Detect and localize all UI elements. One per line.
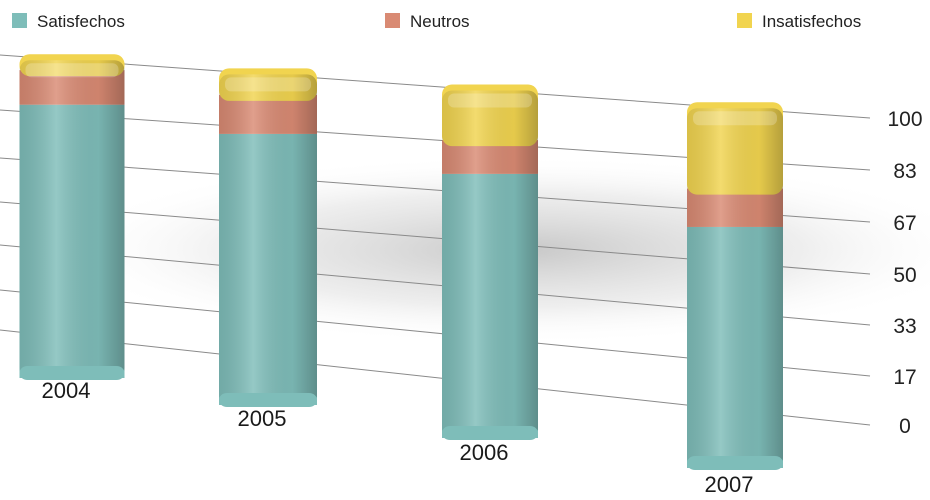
x-axis-labels: 2004 2005 2006 2007 bbox=[42, 378, 754, 497]
legend-label-satisfechos: Satisfechos bbox=[37, 12, 125, 31]
bar-cap-highlight bbox=[448, 93, 532, 108]
y-tick-label: 67 bbox=[893, 212, 916, 235]
bar-shading bbox=[219, 74, 317, 406]
y-tick-label: 33 bbox=[893, 315, 916, 338]
bar-base bbox=[219, 393, 317, 407]
legend: Satisfechos Neutros Insatisfechos bbox=[12, 12, 861, 31]
bar-base bbox=[687, 456, 783, 470]
bar-cap-highlight bbox=[25, 63, 119, 78]
bars bbox=[19, 54, 783, 470]
legend-label-insatisfechos: Insatisfechos bbox=[762, 12, 861, 31]
y-tick-label: 0 bbox=[899, 415, 911, 438]
bar-cap-highlight bbox=[693, 111, 777, 126]
y-tick-label: 50 bbox=[893, 264, 916, 287]
bar-base bbox=[19, 366, 125, 380]
legend-swatch-neutros bbox=[385, 13, 400, 28]
legend-label-neutros: Neutros bbox=[410, 12, 470, 31]
x-tick-label: 2004 bbox=[42, 378, 91, 403]
x-tick-label: 2006 bbox=[460, 440, 509, 465]
bar-shading bbox=[442, 90, 538, 438]
y-tick-label: 83 bbox=[893, 160, 916, 183]
x-tick-label: 2007 bbox=[705, 472, 754, 495]
legend-swatch-insatisfechos bbox=[737, 13, 752, 28]
bar-cap-highlight bbox=[225, 77, 311, 92]
y-axis-ticks: 100 83 67 50 33 17 0 bbox=[887, 108, 922, 438]
bar-shading bbox=[687, 108, 783, 469]
y-tick-label: 17 bbox=[893, 366, 916, 389]
bar-base bbox=[442, 426, 538, 440]
legend-swatch-satisfechos bbox=[12, 13, 27, 28]
y-tick-label: 100 bbox=[887, 108, 922, 131]
x-tick-label: 2005 bbox=[238, 406, 287, 431]
bar-shading bbox=[19, 60, 125, 378]
